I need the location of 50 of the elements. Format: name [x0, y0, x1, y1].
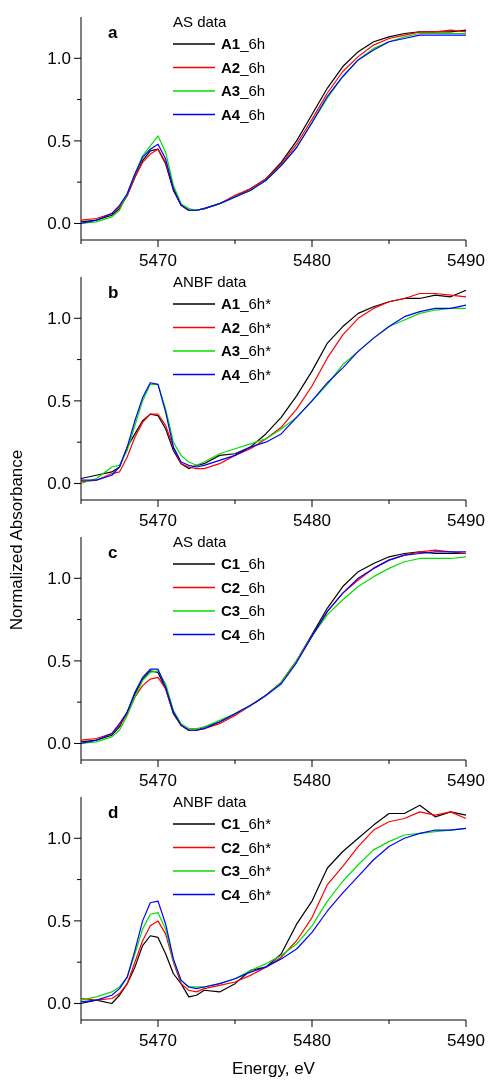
y-tick-label: 0.0: [47, 214, 71, 234]
chart-title: a: [108, 23, 118, 42]
y-tick-label: 0.5: [47, 911, 71, 931]
x-tick-label: 5490: [447, 1031, 485, 1050]
legend-label: A3_6h: [221, 82, 266, 99]
legend-label: C4_6h*: [221, 885, 272, 903]
legend-label: A2_6h*: [221, 318, 272, 336]
y-tick-label: 0.5: [47, 651, 71, 671]
x-tick-label: 5470: [139, 771, 177, 790]
legend-label: A4_6h*: [221, 365, 272, 383]
legend-label: A2_6h: [221, 58, 266, 76]
y-tick-label: 0.5: [47, 131, 71, 151]
x-tick-label: 5470: [139, 1031, 177, 1050]
x-tick-label: 5490: [447, 251, 485, 270]
y-tick-label: 1.0: [47, 49, 71, 69]
legend-label: C2_6h: [221, 578, 266, 596]
y-tick-label: 0.5: [47, 391, 71, 411]
legend-label: C3_6h: [221, 602, 266, 619]
y-tick-label: 0.0: [47, 734, 71, 754]
legend-label: A4_6h: [221, 105, 266, 123]
legend-title: ANBF data: [173, 793, 248, 810]
chart-title: d: [108, 803, 119, 822]
legend-label: C3_6h*: [221, 862, 272, 879]
x-tick-label: 5480: [293, 511, 331, 530]
x-tick-label: 5490: [447, 511, 485, 530]
x-tick-label: 5480: [293, 771, 331, 790]
x-tick-label: 5480: [293, 1031, 331, 1050]
y-tick-label: 1.0: [47, 569, 71, 589]
legend-label: C2_6h*: [221, 838, 272, 856]
x-axis-title: Energy, eV: [232, 1059, 316, 1078]
y-tick-label: 1.0: [47, 309, 71, 329]
x-tick-label: 5470: [139, 251, 177, 270]
legend-title: ANBF data: [173, 273, 248, 290]
x-tick-label: 5470: [139, 511, 177, 530]
chart-title: b: [108, 283, 119, 302]
x-tick-label: 5480: [293, 251, 331, 270]
x-tick-label: 5490: [447, 771, 485, 790]
y-tick-label: 0.0: [47, 994, 71, 1014]
y-axis-title: Normalized Absorbance: [7, 449, 26, 631]
legend-label: C4_6h: [221, 625, 266, 643]
legend-label: A1_6h*: [221, 295, 272, 312]
legend-title: AS data: [173, 533, 228, 550]
legend-label: C1_6h: [221, 555, 266, 572]
y-tick-label: 1.0: [47, 829, 71, 849]
chart-title: c: [108, 543, 118, 562]
legend-label: A1_6h: [221, 35, 266, 52]
legend-label: A3_6h*: [221, 342, 272, 359]
y-tick-label: 0.0: [47, 474, 71, 494]
legend-title: AS data: [173, 13, 228, 30]
legend-label: C1_6h*: [221, 815, 272, 832]
